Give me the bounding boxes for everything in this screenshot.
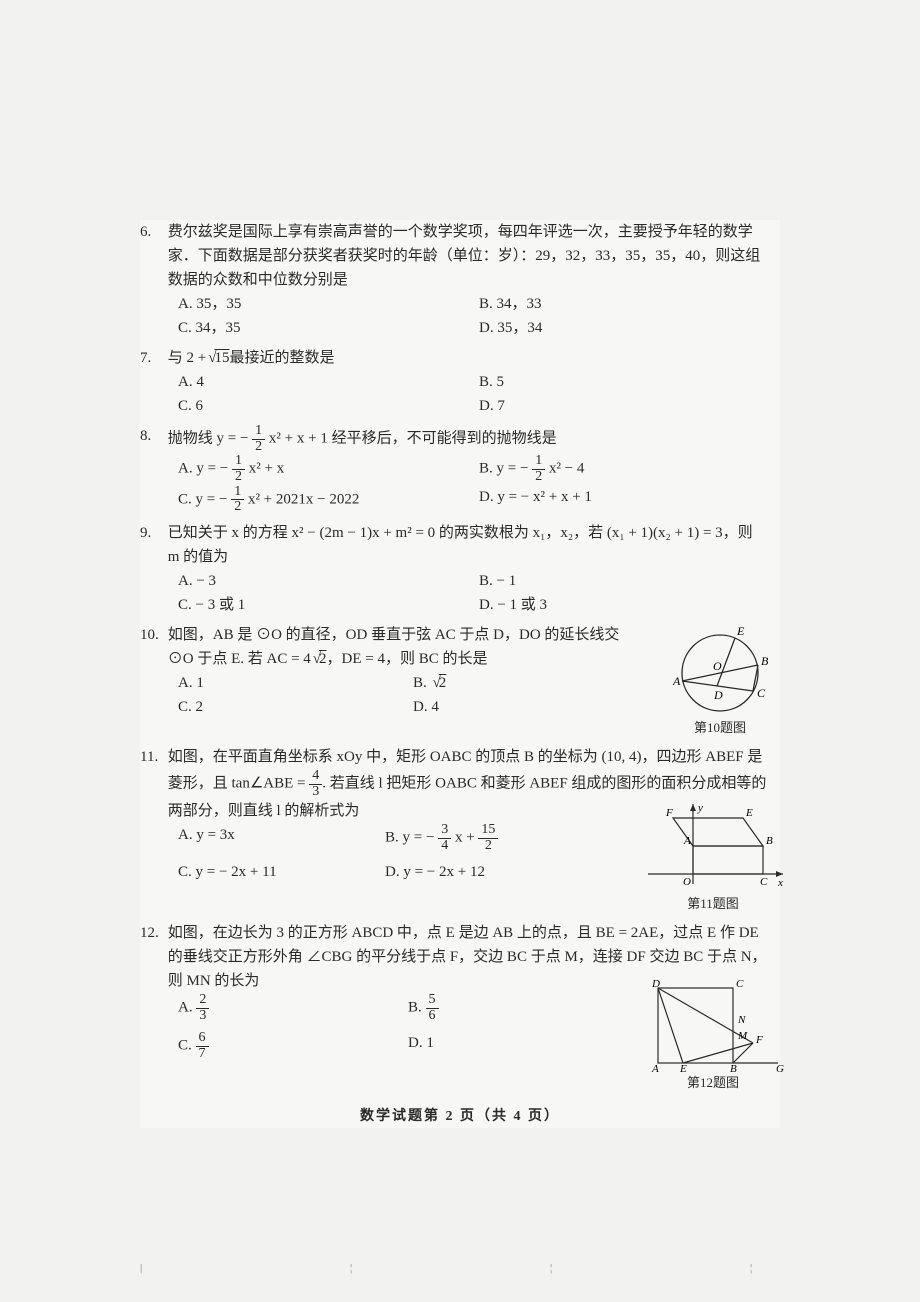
scan-mark-icon: ¦ [350,1260,352,1278]
svg-text:y: y [697,802,703,814]
q11-opt-c: C. y = − 2x + 11 [178,860,385,884]
question-6: 6. 费尔兹奖是国际上享有崇高声誉的一个数学奖项，每四年评选一次，主要授予年轻的… [140,220,780,340]
q7-opt-a: A. 4 [178,370,479,394]
svg-text:M: M [737,1030,748,1042]
q10-figure: E B O A D C 第10题图 [660,623,780,739]
q9-opt-d: D. − 1 或 3 [479,593,780,617]
q12-opt-d: D. 1 [408,1031,638,1061]
exam-page: 6. 费尔兹奖是国际上享有崇高声誉的一个数学奖项，每四年评选一次，主要授予年轻的… [140,220,780,1128]
svg-text:D: D [713,688,723,702]
q10-text: 如图，AB 是 ⊙O 的直径，OD 垂直于弦 AC 于点 D，DO 的延长线交 … [168,623,638,671]
q10-opt-c: C. 2 [178,695,413,719]
q12-number: 12. [140,921,164,945]
q6-opt-a: A. 35，35 [178,292,479,316]
q11-figure: F E A B O C x y 第11题图 [638,799,788,915]
q8-opt-a: A. y = − 12 x² + x [178,454,479,484]
q12-opt-c: C. 67 [178,1031,408,1061]
svg-text:G: G [776,1063,784,1073]
question-11: 11. 如图，在平面直角坐标系 xOy 中，矩形 OABC 的顶点 B 的坐标为… [140,745,780,915]
scan-mark-icon: | [140,1260,142,1278]
scan-mark-icon: ¦ [750,1260,752,1278]
svg-text:x: x [777,877,783,889]
q10-figcap: 第10题图 [660,718,780,739]
q9-opt-a: A. − 3 [178,569,479,593]
q8-opt-c: C. y = − 12 x² + 2021x − 2022 [178,485,479,515]
q7-text: 与 2 +15最接近的整数是 [168,346,768,370]
q12-opt-b: B. 56 [408,993,638,1023]
svg-text:E: E [736,624,745,638]
svg-text:N: N [737,1014,746,1026]
q12-figcap: 第12题图 [638,1073,788,1094]
q6-text: 费尔兹奖是国际上享有崇高声誉的一个数学奖项，每四年评选一次，主要授予年轻的数学家… [168,220,768,292]
q9-opt-c: C. − 3 或 1 [178,593,479,617]
svg-text:C: C [757,686,766,700]
q7-number: 7. [140,346,164,370]
svg-text:C: C [760,876,768,888]
q12-figure: D C N M F A E B G 第12题图 [638,973,788,1094]
question-12: 12. 如图，在边长为 3 的正方形 ABCD 中，点 E 是边 AB 上的点，… [140,921,780,1094]
q10-opt-b: B. 2 [413,671,648,695]
q9-opt-b: B. − 1 [479,569,780,593]
q12-opt-a: A. 23 [178,993,408,1023]
q10-opt-a: A. 1 [178,671,413,695]
q8-opt-b: B. y = − 12 x² − 4 [479,454,780,484]
q8-number: 8. [140,424,164,448]
q6-opt-b: B. 34，33 [479,292,780,316]
page-footer: 数学试题第 2 页（共 4 页） [140,1106,780,1128]
q10-number: 10. [140,623,164,647]
q10-opt-d: D. 4 [413,695,648,719]
svg-text:O: O [713,659,722,673]
q9-number: 9. [140,521,164,545]
svg-text:C: C [736,978,744,990]
q7-opt-b: B. 5 [479,370,780,394]
svg-text:O: O [683,876,691,888]
q11-figcap: 第11题图 [638,894,788,915]
q11-number: 11. [140,745,164,769]
svg-text:A: A [683,835,691,847]
svg-text:F: F [755,1034,763,1046]
svg-text:B: B [766,835,773,847]
q8-text: 抛物线 y = − 12 x² + x + 1 经平移后，不可能得到的抛物线是 [168,424,768,454]
q6-number: 6. [140,220,164,244]
svg-text:D: D [651,978,660,990]
question-7: 7. 与 2 +15最接近的整数是 A. 4 B. 5 C. 6 D. 7 [140,346,780,418]
q11-opt-d: D. y = − 2x + 12 [385,860,638,884]
svg-text:E: E [679,1063,687,1073]
scan-mark-icon: ¦ [550,1260,552,1278]
svg-text:B: B [730,1063,737,1073]
svg-text:B: B [761,654,769,668]
q11-opt-b: B. y = − 34 x + 152 [385,823,638,853]
question-9: 9. 已知关于 x 的方程 x² − (2m − 1)x + m² = 0 的两… [140,521,780,617]
q7-opt-c: C. 6 [178,394,479,418]
q7-opt-d: D. 7 [479,394,780,418]
svg-text:F: F [665,807,673,819]
svg-text:A: A [672,674,681,688]
q6-opt-d: D. 35，34 [479,316,780,340]
q8-opt-d: D. y = − x² + x + 1 [479,485,780,515]
q11-opt-a: A. y = 3x [178,823,385,853]
svg-text:A: A [651,1063,659,1073]
q6-opt-c: C. 34，35 [178,316,479,340]
svg-text:E: E [745,807,753,819]
q9-text: 已知关于 x 的方程 x² − (2m − 1)x + m² = 0 的两实数根… [168,521,768,569]
question-10: 10. 如图，AB 是 ⊙O 的直径，OD 垂直于弦 AC 于点 D，DO 的延… [140,623,780,739]
question-8: 8. 抛物线 y = − 12 x² + x + 1 经平移后，不可能得到的抛物… [140,424,780,515]
